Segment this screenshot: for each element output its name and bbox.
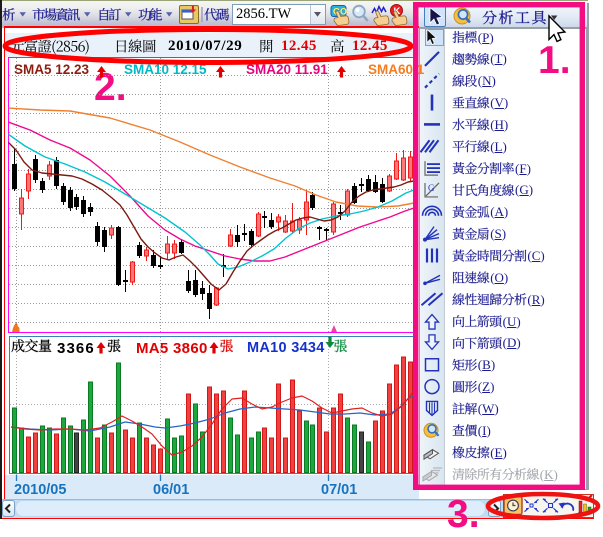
svg-text:GO: GO — [333, 7, 347, 17]
svg-text:K: K — [394, 6, 401, 17]
svg-text:G: G — [428, 183, 435, 193]
